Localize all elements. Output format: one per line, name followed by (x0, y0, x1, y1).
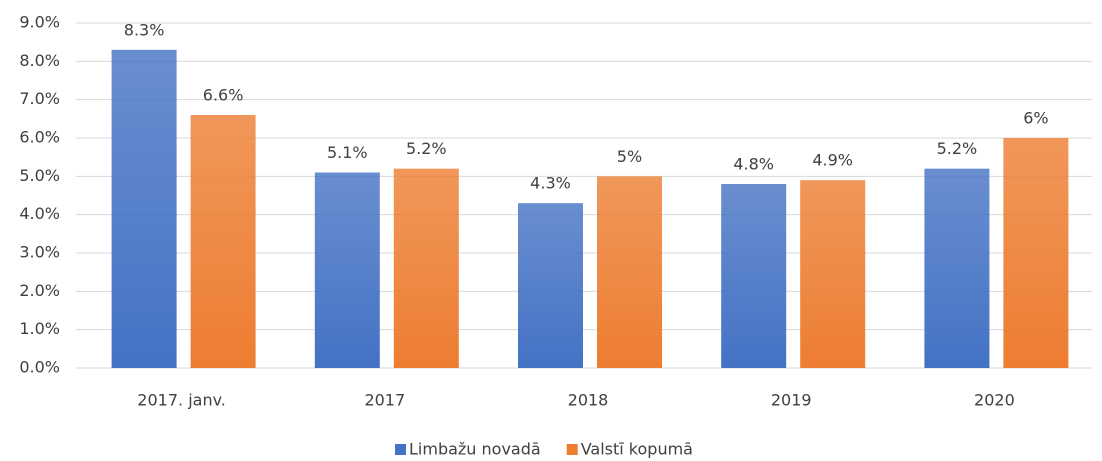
value-label: 6.6% (203, 86, 244, 105)
bar (518, 203, 583, 368)
legend-label: Limbažu novadā (409, 440, 541, 459)
y-tick-label: 2.0% (19, 281, 60, 300)
y-tick-label: 8.0% (19, 51, 60, 70)
x-tick-label: 2018 (568, 391, 609, 410)
value-label: 5% (617, 147, 642, 166)
value-label: 5.2% (937, 139, 978, 158)
bar (800, 180, 866, 368)
value-label: 4.9% (812, 151, 853, 170)
value-label: 8.3% (124, 20, 165, 39)
bar (597, 176, 662, 368)
legend-swatch (395, 444, 406, 455)
y-tick-label: 3.0% (19, 243, 60, 262)
bar (393, 168, 459, 368)
y-tick-label: 1.0% (19, 319, 60, 338)
y-tick-label: 0.0% (19, 358, 60, 377)
value-label: 4.8% (733, 155, 774, 174)
bar (190, 115, 256, 368)
value-label: 6% (1023, 109, 1048, 128)
y-tick-label: 6.0% (19, 128, 60, 147)
bar (314, 172, 380, 368)
y-tick-label: 4.0% (19, 204, 60, 223)
legend-label: Valstī kopumā (581, 440, 693, 459)
bar (721, 184, 787, 368)
value-label: 4.3% (530, 174, 571, 193)
y-tick-label: 7.0% (19, 89, 60, 108)
bar (111, 49, 177, 368)
bar (924, 168, 990, 368)
x-tick-label: 2020 (974, 391, 1015, 410)
y-tick-label: 9.0% (19, 13, 60, 32)
y-tick-label: 5.0% (19, 166, 60, 185)
x-tick-label: 2019 (771, 391, 812, 410)
x-tick-label: 2017. janv. (137, 391, 226, 410)
x-tick-label: 2017 (364, 391, 405, 410)
legend-swatch (566, 444, 578, 455)
bar (1003, 138, 1069, 368)
value-label: 5.2% (406, 139, 447, 158)
value-label: 5.1% (327, 143, 368, 162)
